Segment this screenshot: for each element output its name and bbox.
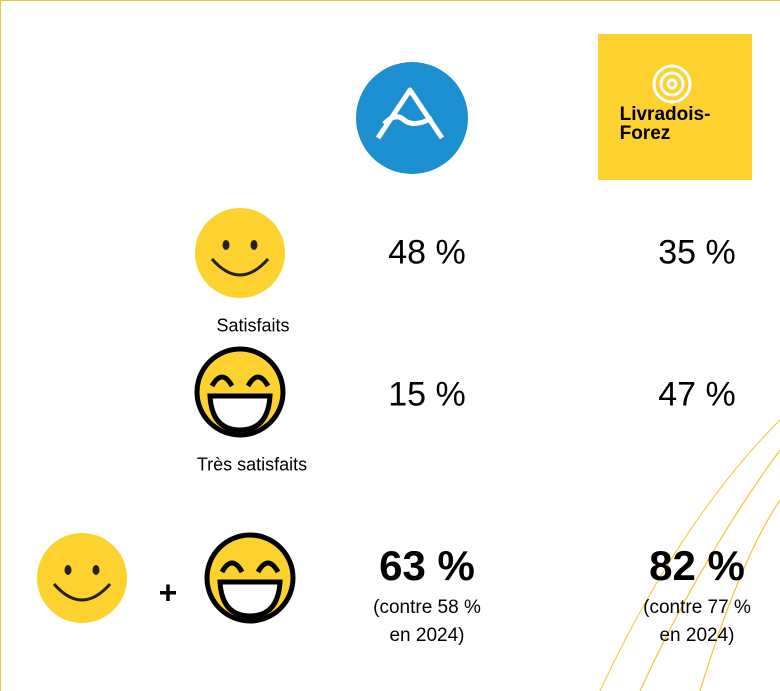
- comparison: (contre 77 %: [643, 597, 751, 618]
- percent: 47 %: [658, 375, 736, 414]
- grin-icon: [207, 535, 293, 621]
- plus: +: [158, 574, 178, 611]
- logo-text: Livradois- Forez: [620, 105, 711, 143]
- grin-icon: [197, 349, 283, 435]
- row-label: Très satisfaits: [196, 454, 308, 475]
- comparison: en 2024): [659, 625, 735, 646]
- decor-arc: [699, 499, 780, 691]
- comparison: (contre 58 %: [373, 597, 481, 618]
- logo-title: Forez: [619, 123, 671, 144]
- percent: 35 %: [658, 233, 736, 272]
- smile-icon: [193, 206, 287, 300]
- decor-arc: [599, 419, 780, 691]
- logo-title: Livradois-: [619, 104, 711, 125]
- logo-right: [598, 34, 752, 180]
- comparison: en 2024): [389, 625, 465, 646]
- smile-icon: [35, 531, 129, 625]
- total-percent: 63 %: [379, 542, 475, 589]
- total-percent: 82 %: [649, 542, 745, 589]
- percent: 48 %: [388, 233, 466, 272]
- row-label: Satisfaits: [216, 315, 290, 336]
- logo-left: [356, 62, 468, 174]
- decor-arc: [639, 449, 780, 691]
- percent: 15 %: [388, 375, 466, 414]
